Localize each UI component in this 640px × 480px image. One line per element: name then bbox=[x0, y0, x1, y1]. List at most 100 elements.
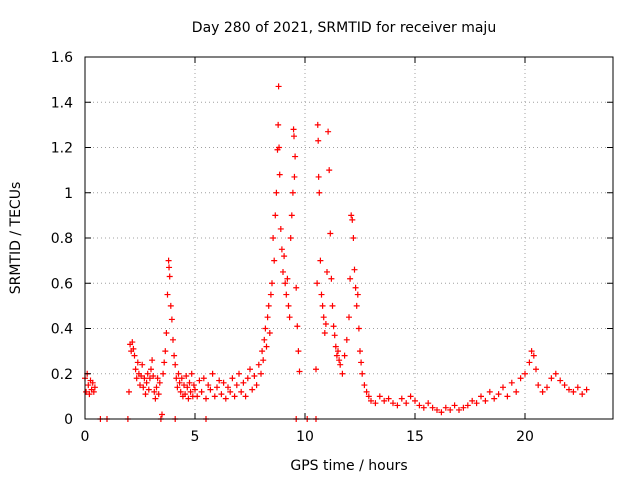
data-point bbox=[156, 379, 163, 386]
data-point bbox=[238, 388, 245, 395]
data-point bbox=[286, 314, 293, 321]
data-point bbox=[328, 275, 335, 282]
data-point bbox=[381, 397, 388, 404]
data-point bbox=[322, 320, 329, 327]
data-point bbox=[530, 352, 537, 359]
data-point bbox=[214, 384, 220, 391]
data-point bbox=[517, 375, 524, 382]
data-point bbox=[434, 406, 440, 413]
x-tick-label: 5 bbox=[191, 429, 200, 445]
data-point bbox=[85, 382, 92, 389]
data-point bbox=[325, 128, 332, 135]
data-point bbox=[227, 388, 234, 395]
data-point bbox=[570, 388, 577, 395]
data-point bbox=[160, 370, 167, 377]
data-point bbox=[258, 370, 264, 377]
data-point bbox=[91, 384, 98, 391]
data-point bbox=[275, 121, 282, 128]
data-point bbox=[138, 373, 145, 380]
data-point bbox=[153, 384, 160, 391]
data-point bbox=[178, 375, 185, 382]
data-point bbox=[321, 330, 328, 337]
data-point bbox=[86, 391, 93, 398]
data-point bbox=[361, 382, 368, 389]
data-point bbox=[473, 400, 480, 407]
data-point bbox=[198, 388, 205, 395]
data-point bbox=[522, 370, 528, 377]
data-point bbox=[261, 336, 268, 343]
data-point bbox=[495, 391, 502, 398]
data-point bbox=[186, 379, 193, 386]
data-point bbox=[265, 302, 272, 309]
data-point bbox=[464, 402, 471, 409]
data-point bbox=[171, 352, 178, 359]
data-point bbox=[181, 382, 187, 389]
data-point bbox=[167, 302, 174, 309]
data-point bbox=[161, 359, 168, 366]
data-point bbox=[539, 388, 546, 395]
data-point bbox=[143, 379, 150, 386]
data-point bbox=[333, 352, 340, 359]
data-point bbox=[324, 268, 330, 275]
data-point bbox=[290, 126, 297, 133]
data-point bbox=[288, 212, 295, 219]
data-point bbox=[275, 83, 282, 90]
data-point bbox=[151, 388, 158, 395]
data-point bbox=[354, 291, 361, 298]
data-point bbox=[263, 343, 270, 350]
data-point bbox=[159, 411, 165, 418]
data-point bbox=[152, 395, 159, 402]
data-point bbox=[533, 366, 539, 373]
data-point bbox=[278, 246, 285, 253]
grid bbox=[85, 57, 613, 419]
y-tick-label: 0.8 bbox=[51, 231, 73, 247]
data-point bbox=[211, 393, 218, 400]
data-point bbox=[139, 361, 146, 368]
data-point bbox=[260, 357, 267, 364]
data-point bbox=[149, 357, 156, 364]
data-point bbox=[317, 257, 324, 264]
data-point bbox=[398, 395, 405, 402]
data-point bbox=[429, 404, 436, 411]
data-point bbox=[255, 361, 262, 368]
data-point bbox=[83, 388, 90, 395]
data-point bbox=[242, 393, 249, 400]
y-axis-label: SRMTID / TECUs bbox=[8, 182, 24, 295]
data-point bbox=[244, 375, 251, 382]
x-tick-label: 0 bbox=[81, 429, 90, 445]
data-point bbox=[190, 382, 197, 389]
data-point bbox=[155, 391, 162, 398]
data-point bbox=[349, 216, 356, 223]
data-point bbox=[174, 384, 181, 391]
data-point bbox=[315, 137, 322, 144]
data-point bbox=[552, 370, 559, 377]
data-point bbox=[390, 400, 396, 407]
data-point bbox=[253, 382, 260, 389]
data-point bbox=[187, 388, 194, 395]
data-point bbox=[134, 359, 141, 366]
data-point bbox=[289, 189, 296, 196]
data-point bbox=[352, 284, 359, 291]
data-point bbox=[339, 370, 346, 377]
data-point bbox=[148, 366, 154, 373]
data-point bbox=[343, 336, 350, 343]
data-point bbox=[225, 384, 231, 391]
data-point bbox=[126, 388, 132, 395]
data-point bbox=[162, 348, 169, 355]
y-tick-label: 1.2 bbox=[51, 141, 73, 157]
data-point bbox=[207, 386, 214, 393]
data-point bbox=[222, 395, 229, 402]
data-point bbox=[281, 253, 288, 260]
data-point bbox=[216, 377, 223, 384]
x-tick-label: 10 bbox=[296, 429, 314, 445]
data-point bbox=[140, 384, 147, 391]
data-point bbox=[296, 368, 303, 375]
data-point bbox=[330, 323, 337, 330]
data-point bbox=[416, 402, 423, 409]
data-point bbox=[359, 370, 366, 377]
data-point bbox=[353, 302, 360, 309]
y-tick-label: 0.4 bbox=[51, 322, 73, 338]
data-point bbox=[335, 348, 341, 355]
data-point bbox=[233, 382, 240, 389]
y-tick-label: 0.6 bbox=[51, 276, 73, 292]
